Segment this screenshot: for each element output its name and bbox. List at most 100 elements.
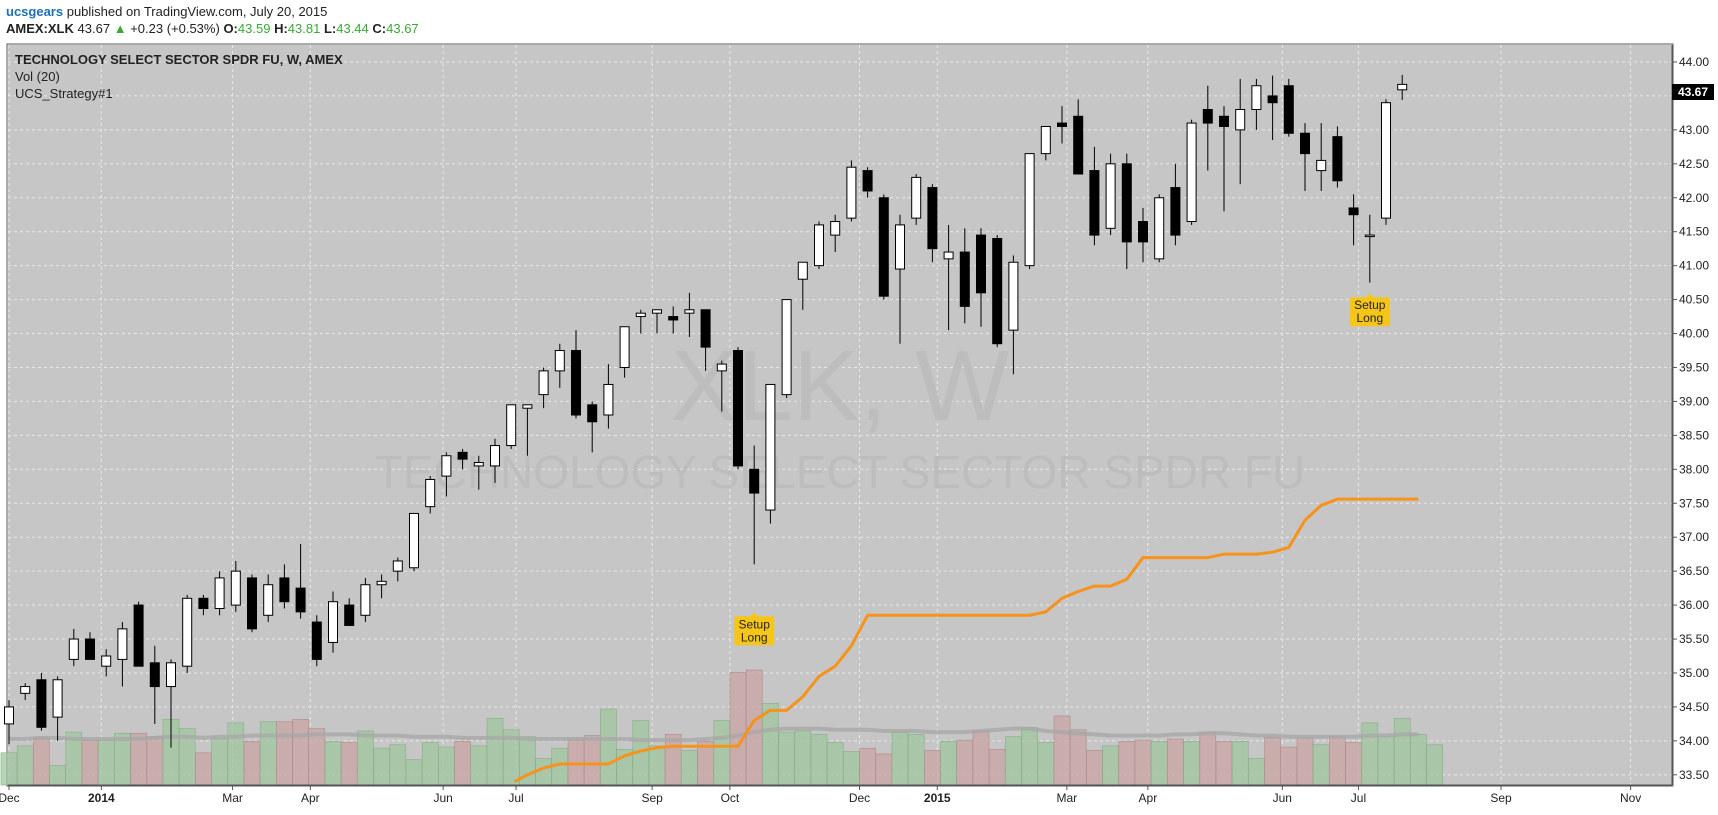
watermark-symbol: XLK, W (671, 330, 1011, 442)
legend-volume[interactable]: Vol (20) (15, 69, 60, 84)
volume-bar (49, 765, 66, 786)
ohlc-bar: AMEX:XLK 43.67 ▲ +0.23 (+0.53%) O:43.59 … (6, 21, 419, 37)
candle (603, 364, 614, 429)
candle (1040, 125, 1051, 161)
volume-bar (1005, 736, 1022, 786)
volume-bar (97, 739, 115, 786)
y-tick-label: 36.00 (1679, 598, 1709, 612)
candle-body (1008, 261, 1019, 331)
candle-body (878, 197, 889, 297)
volume-bar (600, 708, 617, 786)
candle-body (1057, 122, 1067, 127)
volume-bar (16, 745, 34, 786)
volume-bar (1069, 729, 1087, 786)
x-tick-label: Dec (849, 791, 870, 805)
candle (1154, 194, 1165, 263)
volume-bar (1345, 742, 1362, 786)
y-tick-label: 41.00 (1679, 259, 1709, 273)
candle-body (441, 455, 452, 477)
volume-bar (713, 720, 731, 786)
candle-body (943, 251, 954, 260)
candle-body (1397, 83, 1408, 91)
candle-body (781, 299, 792, 396)
candle-body (684, 309, 695, 314)
y-tick-label: 34.00 (1679, 734, 1709, 748)
published-text: published on TradingView.com, July 20, 2… (66, 4, 328, 19)
candle-body (927, 187, 938, 250)
candle (263, 574, 274, 623)
open-value: 43.59 (237, 21, 271, 36)
volume-bar (843, 751, 860, 786)
volume-bar (583, 735, 601, 786)
candle-body (182, 597, 193, 667)
volume-bar (1264, 737, 1281, 786)
candle-body (538, 370, 549, 396)
y-tick-label: 44.00 (1679, 55, 1709, 69)
candle (1073, 99, 1084, 175)
setup-long-box (734, 616, 775, 646)
candle (878, 194, 889, 300)
candle-body (1316, 159, 1327, 172)
candle (571, 330, 581, 419)
volume-bar (567, 738, 585, 786)
candle (1057, 106, 1067, 144)
candle (85, 632, 95, 660)
y-tick-label: 36.50 (1679, 564, 1709, 578)
y-tick-label: 33.50 (1679, 768, 1709, 782)
candle-body (473, 462, 484, 467)
candle-body (101, 655, 112, 667)
candle (554, 343, 565, 388)
candle-body (1170, 187, 1181, 236)
volume-bar (859, 747, 876, 786)
volume-bar (1312, 744, 1330, 786)
volume-bar (1150, 740, 1168, 786)
candle (1170, 163, 1181, 246)
volume-bar (114, 732, 131, 786)
candle (830, 214, 841, 253)
candle-body (328, 601, 338, 643)
candle-body (198, 597, 209, 609)
candle (668, 306, 679, 334)
volume-bar (1086, 750, 1103, 786)
candle (4, 700, 14, 745)
candle-body (765, 383, 776, 511)
candle (344, 598, 355, 626)
volume-bar (276, 721, 293, 786)
candle-body (344, 604, 355, 626)
x-tick-label: Jul (1351, 791, 1366, 805)
candle (409, 512, 419, 572)
volume-bar (648, 745, 666, 786)
y-tick-label: 42.00 (1679, 191, 1709, 205)
y-tick-label: 34.50 (1679, 700, 1709, 714)
volume-bar (940, 740, 957, 786)
legend-title: TECHNOLOGY SELECT SECTOR SPDR FU, W, AME… (15, 52, 343, 67)
candle-body (1267, 95, 1278, 104)
x-tick-label: Jun (433, 791, 452, 805)
volume-bar (1102, 745, 1119, 786)
publisher-username[interactable]: ucsgears (6, 4, 64, 19)
x-tick-label: Jun (1273, 791, 1292, 805)
candle-body (1300, 132, 1310, 155)
volume-bar (1183, 740, 1200, 786)
candle (619, 326, 630, 378)
candle (943, 224, 954, 331)
candle (716, 360, 727, 412)
volume-bar (1361, 722, 1379, 786)
candle-body (490, 445, 500, 467)
volume-bar (891, 731, 909, 786)
legend-strategy[interactable]: UCS_Strategy#1 (15, 86, 113, 101)
y-tick-label: 37.50 (1679, 496, 1709, 510)
candle (814, 221, 824, 270)
candle (976, 228, 986, 327)
candle-body (749, 468, 760, 494)
candle-body (20, 686, 31, 694)
candle-body (1235, 108, 1246, 131)
price-axis[interactable]: 33.50 34.00 34.50 35.00 35.50 36.00 36.50 37.00… (1672, 55, 1709, 782)
candle-body (149, 662, 160, 688)
time-axis[interactable]: Dec 2014 Mar Apr Jun Jul Sep Oct Dec 2015 Mar Apr Ju… (0, 785, 1641, 805)
candle (733, 347, 743, 470)
candle (473, 455, 484, 490)
setup-long-text: Long (1356, 311, 1383, 325)
volume-bar (778, 731, 795, 786)
